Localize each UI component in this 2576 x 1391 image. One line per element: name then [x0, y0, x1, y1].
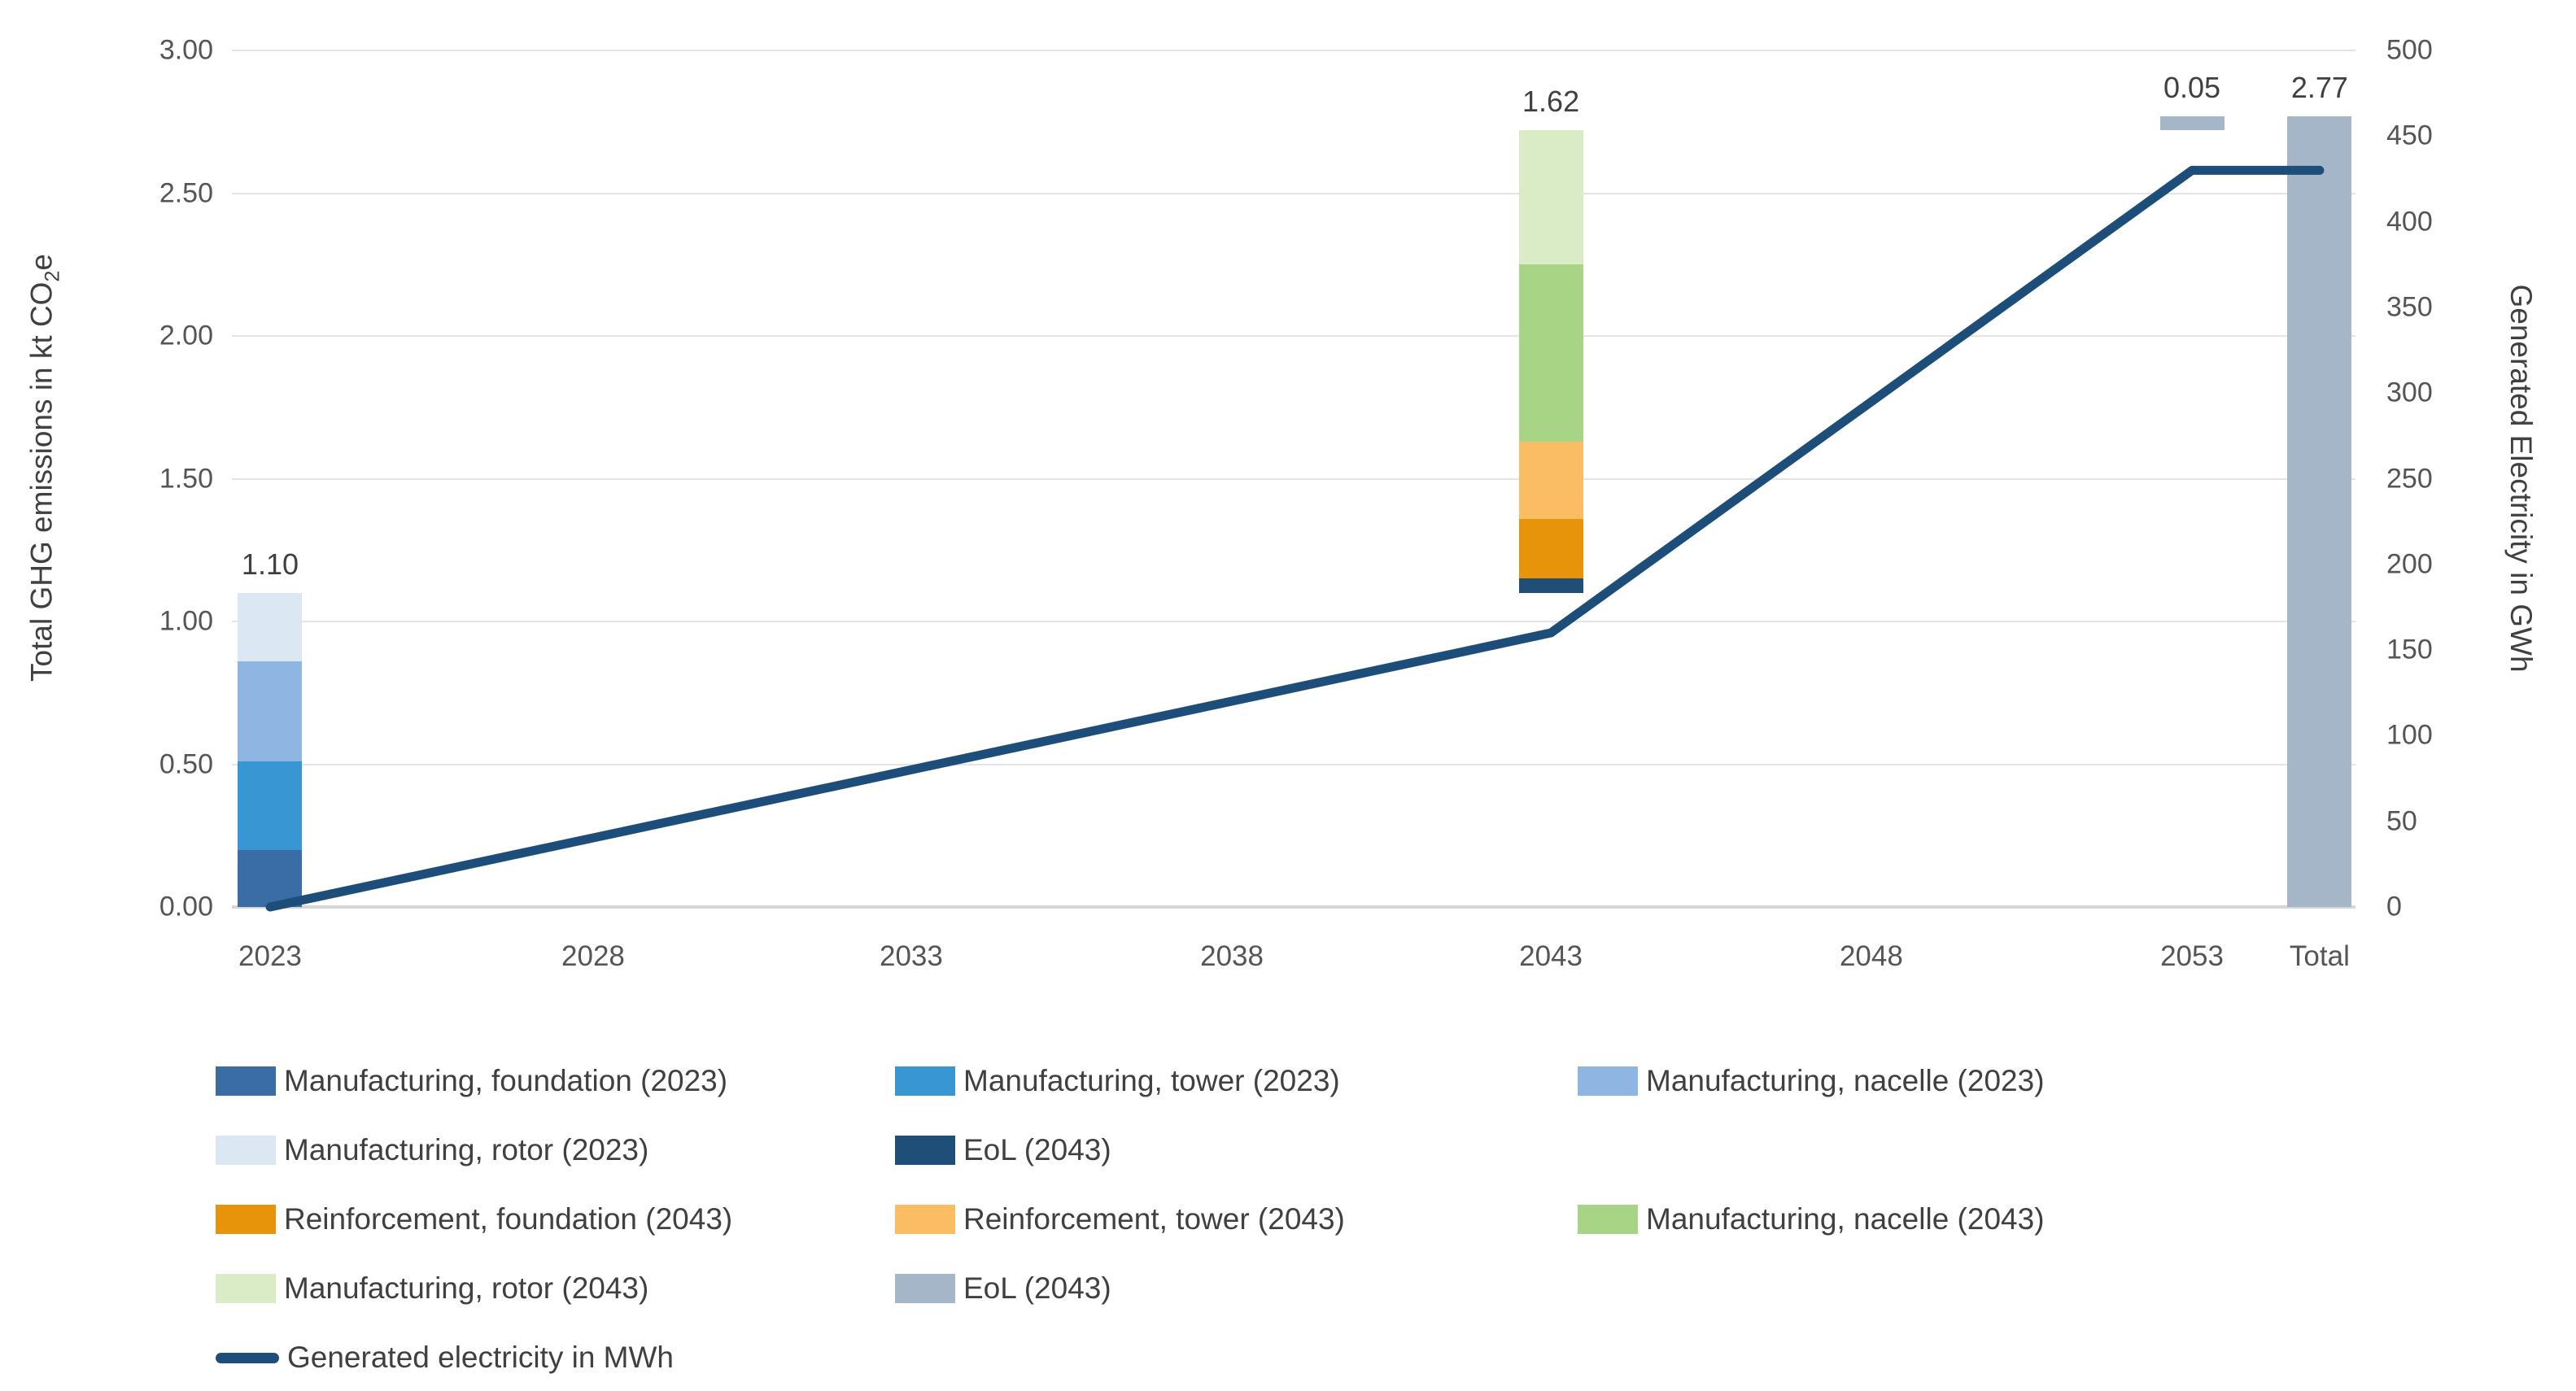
left-axis-tick: 0.50 — [159, 748, 213, 779]
legend-label: Manufacturing, rotor (2043) — [284, 1271, 649, 1305]
legend-color-swatch — [216, 1066, 276, 1096]
right-axis-tick: 450 — [2386, 120, 2433, 151]
legend-item: EoL (2043) — [895, 1132, 1111, 1168]
legend-item: Reinforcement, foundation (2043) — [216, 1201, 732, 1237]
right-axis-tick: 300 — [2386, 377, 2433, 408]
legend-label: Reinforcement, tower (2043) — [963, 1202, 1345, 1236]
gridline — [232, 335, 2356, 337]
left-axis-tick: 2.50 — [159, 177, 213, 208]
gridline — [232, 763, 2356, 765]
bar-segment — [2287, 116, 2352, 907]
legend-color-swatch — [895, 1066, 955, 1096]
legend-color-swatch — [1578, 1066, 1638, 1096]
legend-line-swatch — [216, 1352, 279, 1363]
bar-data-label: 1.10 — [241, 547, 299, 581]
legend-item: Manufacturing, nacelle (2043) — [1578, 1201, 2045, 1237]
legend-item: Reinforcement, tower (2043) — [895, 1201, 1345, 1237]
legend-label: EoL (2043) — [963, 1133, 1111, 1166]
legend-label: EoL (2043) — [963, 1271, 1111, 1305]
legend-label: Manufacturing, tower (2023) — [963, 1064, 1340, 1097]
bar-segment — [238, 592, 303, 662]
right-axis-tick: 100 — [2386, 719, 2433, 751]
legend-color-swatch — [895, 1205, 955, 1234]
gridline — [232, 50, 2356, 51]
right-axis-tick: 200 — [2386, 548, 2433, 580]
left-axis-tick: 2.00 — [159, 320, 213, 351]
right-axis-tick: 150 — [2386, 634, 2433, 665]
bar-segment — [1518, 130, 1583, 265]
x-axis-label-total: Total — [2289, 940, 2350, 972]
x-axis-label-2038: 2038 — [1200, 940, 1264, 972]
left-axis-tick: 3.00 — [159, 34, 213, 66]
legend-item: Manufacturing, rotor (2023) — [216, 1132, 648, 1168]
x-axis-label-2048: 2048 — [1839, 940, 1903, 972]
legend-label: Generated electricity in MWh — [287, 1341, 675, 1374]
right-axis-tick: 250 — [2386, 463, 2433, 494]
legend-color-swatch — [895, 1274, 955, 1303]
right-axis-tick: 50 — [2386, 805, 2417, 837]
right-axis-tick: 0 — [2386, 891, 2402, 922]
legend-label: Reinforcement, foundation (2043) — [284, 1202, 733, 1236]
bar-segment — [1518, 264, 1583, 442]
right-axis-tick: 400 — [2386, 206, 2433, 238]
legend-label: Manufacturing, rotor (2023) — [284, 1133, 649, 1166]
legend-color-swatch — [216, 1136, 276, 1165]
left-axis-tick: 1.00 — [159, 605, 213, 637]
x-axis-label-2023: 2023 — [238, 940, 302, 972]
x-axis-label-2028: 2028 — [561, 940, 625, 972]
legend-item: EoL (2043) — [895, 1271, 1111, 1306]
generated-electricity-line — [265, 165, 2325, 912]
bar-segment — [2159, 116, 2225, 131]
legend-item: Manufacturing, tower (2023) — [895, 1063, 1340, 1099]
legend-item: Manufacturing, rotor (2043) — [216, 1271, 648, 1306]
x-axis-label-2043: 2043 — [1519, 940, 1583, 972]
legend-label: Manufacturing, nacelle (2023) — [1646, 1064, 2045, 1097]
legend-color-swatch — [1578, 1205, 1638, 1234]
gridline — [232, 621, 2356, 622]
right-axis-tick: 350 — [2386, 291, 2433, 323]
bar-segment — [1518, 441, 1583, 519]
x-axis-label-2053: 2053 — [2160, 940, 2224, 972]
right-axis-tick: 500 — [2386, 34, 2433, 66]
gridline — [232, 477, 2356, 480]
gridline — [232, 192, 2356, 194]
bar-segment — [1518, 578, 1583, 593]
x-axis-line — [232, 905, 2356, 909]
legend-color-swatch — [216, 1274, 276, 1303]
legend-label: Manufacturing, nacelle (2043) — [1646, 1202, 2045, 1236]
legend-item: Generated electricity in MWh — [216, 1340, 674, 1376]
legend-item: Manufacturing, foundation (2023) — [216, 1063, 727, 1099]
legend-color-swatch — [895, 1136, 955, 1165]
left-axis-tick: 0.00 — [159, 891, 213, 922]
bar-segment — [238, 761, 303, 850]
bar-segment — [1518, 518, 1583, 579]
bar-data-label: 1.62 — [1522, 85, 1580, 119]
legend-label: Manufacturing, foundation (2023) — [284, 1064, 728, 1097]
bar-data-label: 0.05 — [2163, 70, 2221, 104]
left-axis-tick: 1.50 — [159, 463, 213, 494]
x-axis-label-2033: 2033 — [880, 940, 943, 972]
bar-data-label: 2.77 — [2290, 70, 2348, 104]
bar-segment — [238, 849, 303, 907]
bar-segment — [238, 661, 303, 761]
legend-color-swatch — [216, 1205, 276, 1234]
legend-item: Manufacturing, nacelle (2023) — [1578, 1063, 2045, 1099]
